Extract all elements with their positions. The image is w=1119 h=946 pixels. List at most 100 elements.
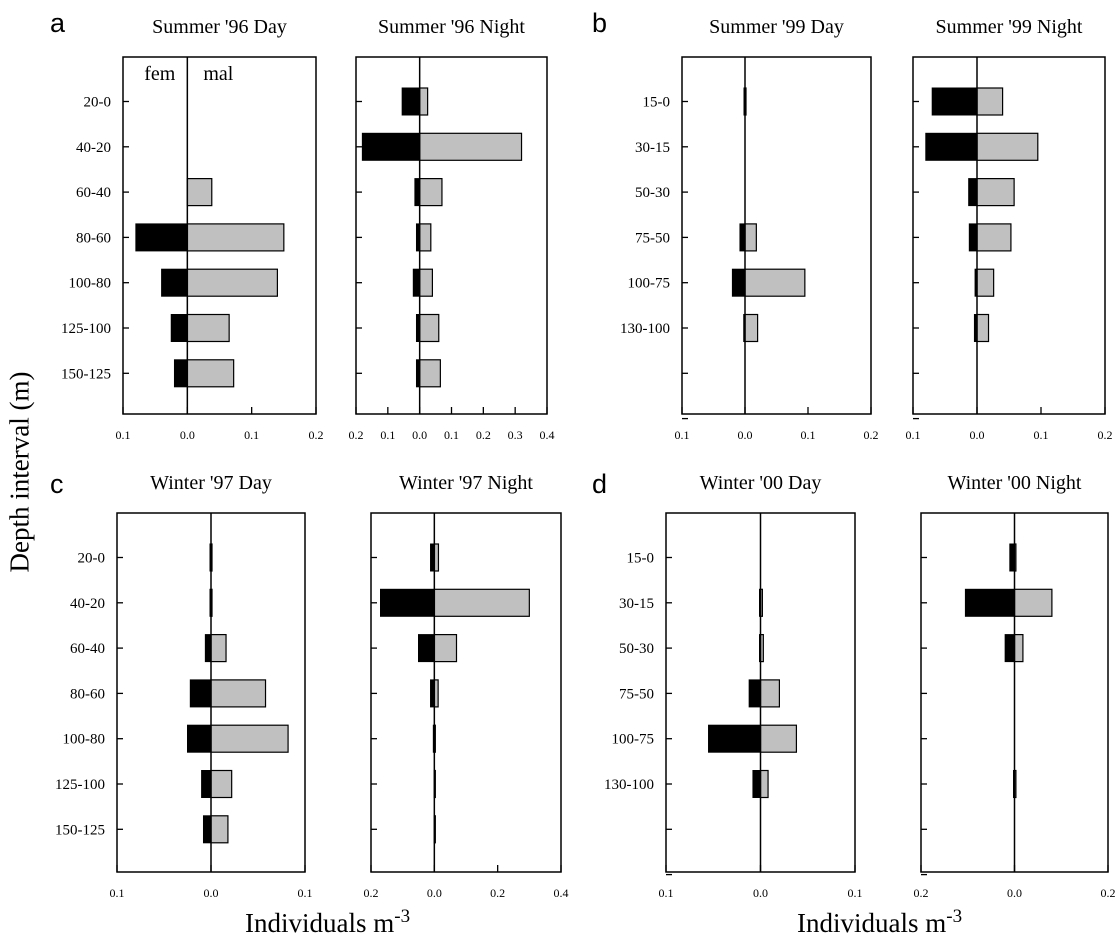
y-tick-label: 100-80 [69,276,112,292]
female-bar [401,87,421,116]
x-tick-label: 0.0 [412,428,427,442]
x-tick-label: 0.0 [204,886,219,900]
plot-frame [355,56,548,415]
x-tick-label: 0.1 [906,428,921,442]
female-bar [1004,634,1016,663]
panel-5: Winter '97 Day 20-0 40-20 60-40 80-60 100-80 1… [55,472,313,900]
chart-title: Winter '00 Night [948,472,1082,494]
male-bar [419,268,433,297]
chart-title: Summer '96 Day [152,16,287,38]
x-axis-label-text: Individuals m [797,908,947,938]
male-bar [759,679,780,708]
male-bar [976,178,1015,207]
y-tick-label: 130-100 [604,777,654,793]
y-tick-label: 30-15 [619,596,654,612]
x-tick-label: 0.1 [444,428,459,442]
male-bar [744,268,806,297]
male-bar [210,633,227,663]
panel-1: Summer '96 Day 20-0 40-20 60-40 80-60 100-80 1… [61,16,324,442]
x-tick-label: 0.2 [349,428,364,442]
male-bar [744,313,759,343]
female-bar [418,634,435,663]
y-tick-label: 30-15 [635,140,670,156]
female-bar [925,132,978,161]
x-tick-label: 0.2 [914,886,929,900]
female-bar [202,815,212,844]
x-tick-label: 0.1 [801,428,816,442]
chart-title: Winter '97 Day [150,472,272,494]
female-bar [187,724,212,753]
y-tick-label: 75-50 [619,686,654,702]
y-tick-label: 125-100 [55,777,105,793]
x-tick-label: 0.1 [244,428,259,442]
y-tick-label: 100-80 [63,732,106,748]
panel-8: Winter '00 Night 0.2 0.0 0.2 [914,472,1116,900]
panel-2: Summer '96 Night 0.2 0.1 0.0 0.1 0.2 0.3 0.4 [349,16,555,442]
male-bar [759,724,798,753]
x-tick-label: 0.1 [380,428,395,442]
x-tick-label: 0.1 [1034,428,1049,442]
male-bar [433,633,458,663]
x-axis-label-exponent: -3 [394,906,411,927]
female-bar [968,178,978,207]
x-tick-label: 0.4 [554,886,569,900]
male-bar [186,359,235,388]
x-tick-label: 0.4 [540,428,555,442]
male-bar [186,178,213,207]
x-tick-label: 0.2 [864,428,879,442]
male-bar [419,132,523,161]
female-bar [361,132,421,161]
y-tick-label: 60-40 [76,185,111,201]
female-bar [708,724,762,753]
male-bar [976,313,990,343]
x-tick-label: 0.0 [738,428,753,442]
y-tick-label: 50-30 [619,641,654,657]
female-bar [380,588,435,617]
male-label: mal [203,63,233,85]
chart-title: Summer '99 Night [936,16,1083,38]
male-bar [186,268,278,297]
chart-title: Winter '00 Day [700,472,822,494]
y-tick-label: 20-0 [78,551,106,567]
male-bar [186,313,230,343]
x-tick-label: 0.1 [675,428,690,442]
male-bar [976,223,1012,252]
y-tick-label: 125-100 [61,321,111,337]
male-bar [976,87,1004,116]
male-bar [419,223,432,252]
female-bar [731,268,746,297]
x-tick-label: 0.2 [1098,428,1113,442]
y-tick-label: 20-0 [84,95,112,111]
plot-frame [370,512,562,873]
male-bar [419,87,429,116]
female-bar [204,634,212,663]
x-tick-label: 0.0 [970,428,985,442]
female-bar [931,87,978,116]
x-axis-label-left: Individuals m-3 [245,906,410,939]
female-bar [964,588,1015,617]
male-bar [210,724,289,753]
x-tick-label: 0.1 [659,886,674,900]
y-tick-label: 75-50 [635,230,670,246]
male-bar [976,268,995,297]
female-bar [752,770,762,798]
chart-title: Winter '97 Night [399,472,533,494]
x-tick-label: 0.0 [1007,886,1022,900]
x-tick-label: 0.0 [180,428,195,442]
x-axis-label-text: Individuals m [245,908,395,938]
male-bar [744,223,757,252]
panel-letter-b: b [592,8,608,38]
panel-letter-c: c [50,469,64,499]
x-tick-label: 0.3 [508,428,523,442]
male-bar [1013,588,1053,617]
male-bar [419,313,440,343]
y-tick-label: 100-75 [628,276,671,292]
chart-title: Summer '96 Night [378,16,525,38]
panel-3: Summer '99 Day 15-0 30-15 50-30 75-50 100-75 1… [620,16,879,442]
y-tick-label: 60-40 [70,641,105,657]
y-tick-label: 150-125 [55,822,105,838]
plot-frame [681,56,872,415]
y-tick-label: 100-75 [612,732,655,748]
female-bar [201,770,212,798]
